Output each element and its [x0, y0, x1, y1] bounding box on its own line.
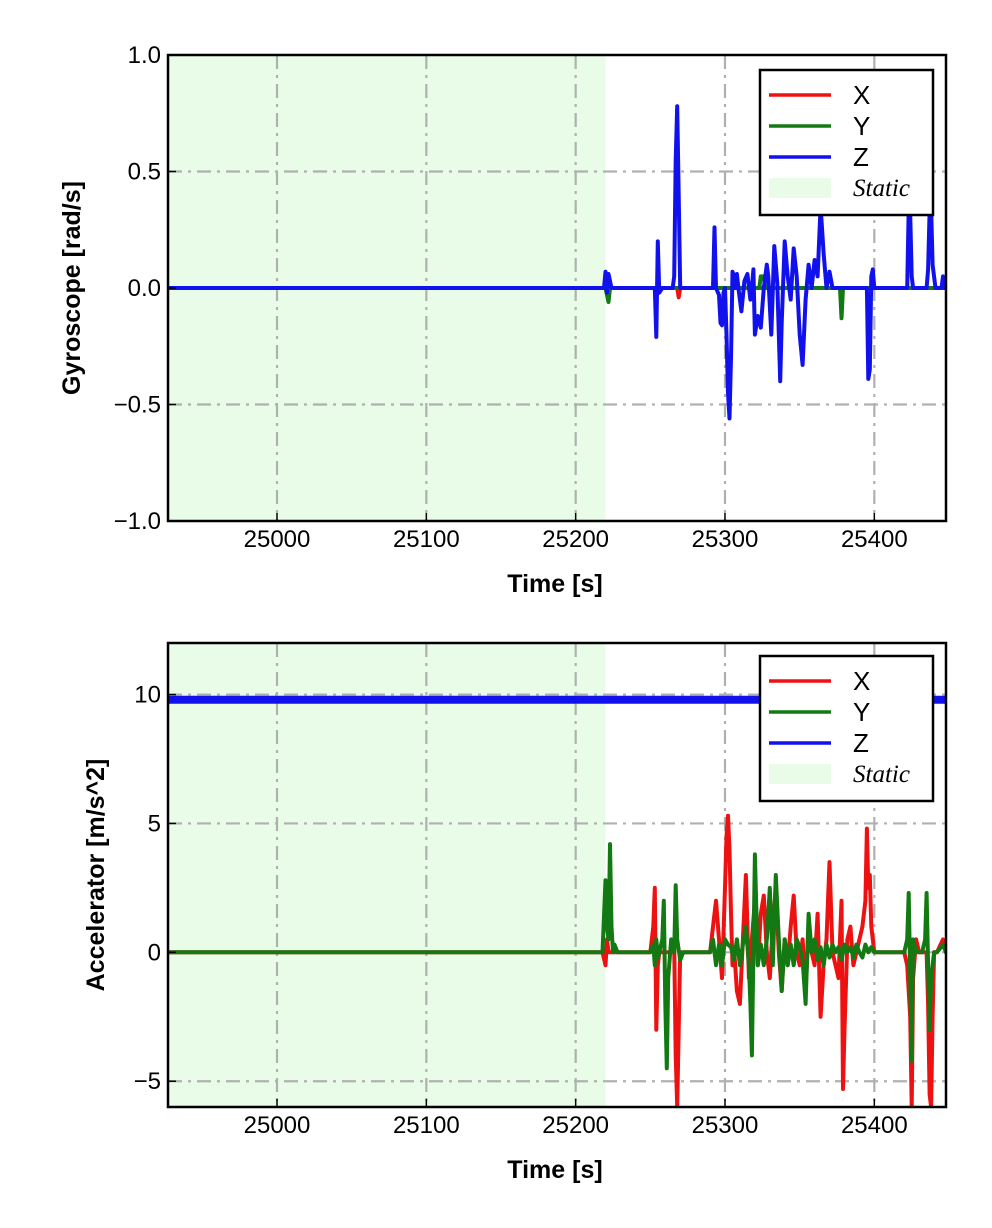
y-tick-label: 5	[148, 810, 161, 837]
accelerometer-chart: 25000 25100 25200 25300 25400 −5 0 5 10 Time [s] A…	[82, 641, 948, 1184]
x-tick-label: 25100	[393, 526, 460, 553]
y-tick-label: 1.0	[128, 42, 161, 69]
plot-frame	[166, 641, 948, 1109]
legend: XYZ Static	[758, 654, 935, 803]
x-tick-label: 25200	[542, 1112, 609, 1139]
legend-label-y: Y	[853, 697, 870, 727]
series-group	[168, 104, 946, 421]
legend-label-y: Y	[853, 111, 870, 141]
legend-label-z: Z	[853, 142, 869, 172]
legend-swatch-static	[769, 178, 831, 198]
legend: XYZ Static	[758, 68, 935, 217]
x-tick-label: 25400	[841, 526, 908, 553]
y-axis-title: Accelerator [m/s^2]	[82, 759, 110, 992]
x-tick-label: 25000	[244, 526, 311, 553]
x-tick-label: 25300	[692, 526, 759, 553]
series-line-y	[168, 842, 946, 1071]
legend-label-z: Z	[853, 728, 869, 758]
legend-label-x: X	[853, 666, 870, 696]
y-tick-label: −1.0	[114, 508, 161, 535]
x-tick-label: 25200	[542, 526, 609, 553]
y-tick-label: 0.0	[128, 275, 161, 302]
x-tick-label: 25300	[692, 1112, 759, 1139]
y-tick-label: −0.5	[114, 392, 161, 419]
y-axis-title: Gyroscope [rad/s]	[58, 181, 86, 395]
y-tick-label: 0.5	[128, 159, 161, 186]
x-tick-label: 25100	[393, 1112, 460, 1139]
legend-swatch-static	[769, 764, 831, 784]
legend-label-static: Static	[853, 761, 910, 788]
legend-label-static: Static	[853, 175, 910, 202]
x-axis-title: Time [s]	[507, 570, 602, 598]
y-tick-label: 0	[148, 939, 161, 966]
series-line-z	[168, 104, 946, 421]
x-axis-title: Time [s]	[507, 1156, 602, 1184]
series-line-y	[168, 274, 946, 321]
x-tick-label: 25400	[841, 1112, 908, 1139]
static-region	[168, 643, 606, 1107]
gyroscope-chart: 25000 25100 25200 25300 25400 −1.0 −0.5 0.0 0.5 1…	[58, 42, 948, 598]
y-tick-label: 10	[134, 682, 161, 709]
x-tick-label: 25000	[244, 1112, 311, 1139]
y-tick-label: −5	[134, 1068, 161, 1095]
legend-label-x: X	[853, 80, 870, 110]
